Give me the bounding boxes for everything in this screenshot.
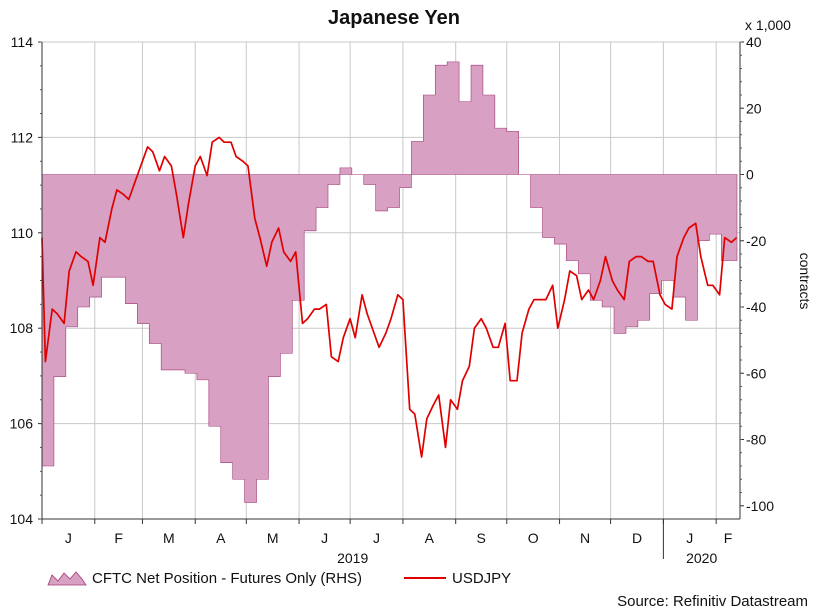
right-tick-label: 40: [746, 34, 762, 50]
legend-label-cftc: CFTC Net Position - Futures Only (RHS): [92, 570, 362, 587]
x-month-label: D: [632, 530, 642, 546]
cftc-area: [41, 61, 738, 503]
x-axis: J F M A M J J A S O N D J F 2019 2020: [41, 519, 733, 566]
cftc-area-series: [41, 61, 738, 503]
x-month-label: M: [267, 530, 279, 546]
left-tick-label: 112: [11, 129, 34, 145]
x-month-label: M: [163, 530, 175, 546]
x-month-label: S: [477, 530, 486, 546]
legend: CFTC Net Position - Futures Only (RHS) U…: [47, 570, 511, 587]
x-month-label: J: [373, 530, 380, 546]
x-month-label: O: [528, 530, 539, 546]
right-tick-label: -40: [746, 299, 766, 315]
left-tick-label: 108: [10, 320, 34, 336]
right-tick-label: 0: [746, 167, 754, 183]
right-tick-label: 20: [746, 100, 762, 116]
right-tick-label: -60: [746, 365, 766, 381]
x-month-label: A: [425, 530, 435, 546]
x-month-label: F: [114, 530, 123, 546]
left-tick-label: 114: [11, 34, 34, 50]
chart-title: Japanese Yen: [328, 7, 460, 29]
x-year-label: 2020: [686, 550, 717, 566]
x-month-label: J: [65, 530, 72, 546]
x-month-label: F: [724, 530, 733, 546]
right-axis-unit-note: x 1,000: [745, 17, 791, 33]
x-year-label: 2019: [337, 550, 368, 566]
right-tick-label: -80: [746, 432, 766, 448]
right-axis-label: contracts: [797, 253, 813, 310]
left-tick-label: 104: [10, 511, 34, 527]
left-axis: 104 106 108 110 112 114: [10, 34, 42, 527]
legend-item-cftc: CFTC Net Position - Futures Only (RHS): [47, 570, 362, 587]
right-tick-label: -100: [746, 498, 774, 514]
right-tick-label: -20: [746, 233, 766, 249]
left-tick-label: 110: [11, 225, 34, 241]
legend-area-swatch: [47, 571, 87, 586]
legend-label-usdjpy: USDJPY: [452, 570, 511, 587]
x-month-label: J: [321, 530, 328, 546]
x-month-label: N: [580, 530, 590, 546]
legend-item-usdjpy: USDJPY: [404, 570, 511, 587]
usdjpy-line: [41, 136, 738, 458]
x-month-label: A: [216, 530, 226, 546]
left-tick-label: 106: [10, 416, 34, 432]
usdjpy-line-series: [41, 136, 738, 458]
x-month-label: J: [686, 530, 693, 546]
source-note: Source: Refinitiv Datastream: [617, 593, 808, 610]
right-axis: 40 20 0 -20 -40 -60 -80 -100: [740, 34, 774, 514]
